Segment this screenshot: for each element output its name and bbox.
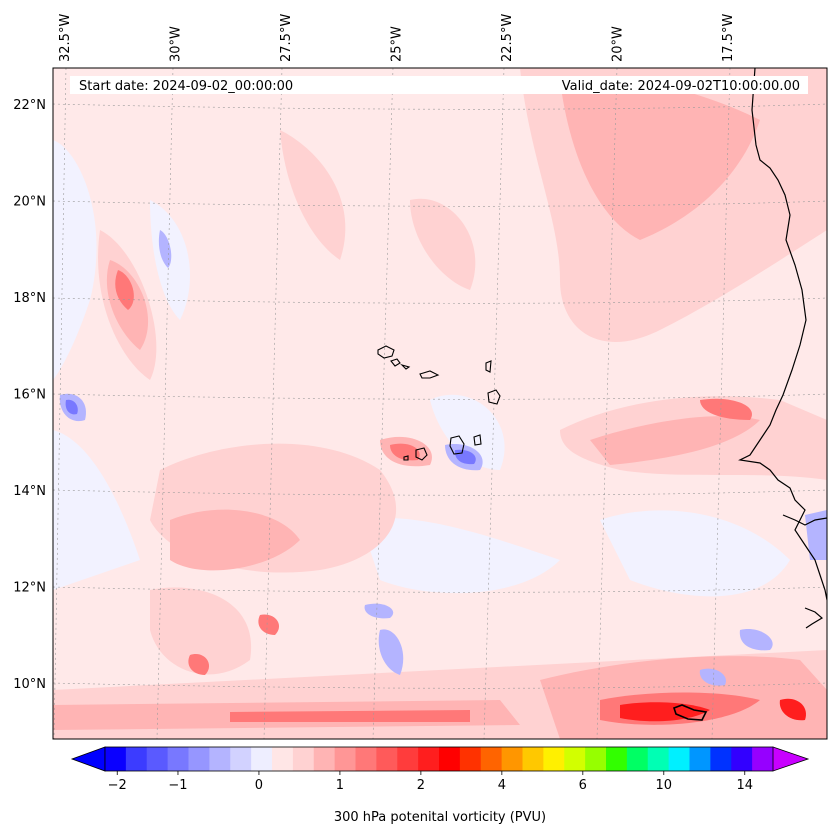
colorbar-swatch xyxy=(501,747,523,771)
colorbar-swatch xyxy=(522,747,544,771)
colorbar-swatch xyxy=(418,747,440,771)
colorbar-swatch xyxy=(397,747,419,771)
colorbar-swatch xyxy=(564,747,586,771)
colorbar-swatch xyxy=(731,747,753,771)
lon-tick-label: 20°W xyxy=(611,26,626,62)
lat-tick-label: 14°N xyxy=(13,484,46,499)
valid-date-label: Valid_date: 2024-09-02T10:00:00.00 xyxy=(562,79,800,94)
pv-contour-black xyxy=(672,704,708,721)
lat-tick-label: 22°N xyxy=(13,98,46,113)
lat-tick-label: 18°N xyxy=(13,291,46,306)
colorbar-swatch xyxy=(334,747,356,771)
latitude-tick-labels: 22°N 20°N 18°N 16°N 14°N 12°N 10°N xyxy=(13,98,46,692)
lon-tick-label: 27.5°W xyxy=(279,14,294,62)
colorbar-title: 300 hPa potenital vorticity (PVU) xyxy=(334,810,546,825)
longitude-tick-labels: 32.5°W 30°W 27.5°W 25°W 22.5°W 20°W 17.5°W xyxy=(58,14,736,62)
lon-tick-label: 17.5°W xyxy=(721,14,736,62)
colorbar-under-arrow xyxy=(70,746,106,772)
colorbar-swatch xyxy=(355,747,377,771)
lat-tick-label: 16°N xyxy=(13,388,46,403)
colorbar-swatch xyxy=(439,747,461,771)
lon-tick-label: 32.5°W xyxy=(58,14,73,62)
lat-tick-label: 12°N xyxy=(13,581,46,596)
colorbar-swatch xyxy=(105,747,127,771)
colorbar-swatch xyxy=(146,747,169,771)
cape-verde-islands xyxy=(377,345,501,461)
colorbar-swatch xyxy=(125,747,148,771)
colorbar-swatch xyxy=(752,747,774,771)
colorbar-swatch xyxy=(543,747,565,771)
colorbar-swatch xyxy=(272,747,294,771)
coastline xyxy=(738,68,827,629)
colorbar-swatch xyxy=(647,747,670,771)
colorbar-swatch xyxy=(188,747,210,771)
colorbar-tick-label: 10 xyxy=(656,778,673,793)
colorbar-swatch xyxy=(668,747,690,771)
lat-tick-label: 10°N xyxy=(13,677,46,692)
colorbar-swatch xyxy=(230,747,252,771)
colorbar-tick-label: 4 xyxy=(498,778,506,793)
colorbar: −2 −1 0 1 2 4 6 10 14 xyxy=(70,746,810,793)
colorbar-tick-label: 0 xyxy=(255,778,263,793)
colorbar-tick-label: 2 xyxy=(417,778,425,793)
colorbar-swatch xyxy=(626,747,649,771)
header-box xyxy=(70,76,808,94)
colorbar-swatch xyxy=(209,747,231,771)
lon-tick-label: 22.5°W xyxy=(500,14,515,62)
colorbar-swatch xyxy=(376,747,398,771)
lon-tick-label: 25°W xyxy=(390,26,405,62)
map-frame xyxy=(52,67,828,740)
colorbar-tick-label: 14 xyxy=(736,778,753,793)
colorbar-over-arrow xyxy=(772,746,810,772)
colorbar-tick-label: −1 xyxy=(168,778,187,793)
colorbar-swatch xyxy=(251,747,273,771)
lat-tick-label: 20°N xyxy=(13,195,46,210)
colorbar-swatch xyxy=(480,747,503,771)
colorbar-swatch xyxy=(710,747,732,771)
colorbar-frame xyxy=(104,746,774,772)
colorbar-tick-label: −2 xyxy=(108,778,127,793)
lon-tick-label: 30°W xyxy=(169,26,184,62)
start-date-label: Start date: 2024-09-02_00:00:00 xyxy=(79,79,293,94)
colorbar-swatch xyxy=(689,747,711,771)
map-panel xyxy=(53,68,827,739)
colorbar-swatch xyxy=(459,747,482,771)
colorbar-swatch xyxy=(606,747,628,771)
colorbar-swatch xyxy=(167,747,189,771)
colorbar-tick-label: 1 xyxy=(336,778,344,793)
colorbar-tick-label: 6 xyxy=(579,778,587,793)
colorbar-swatch xyxy=(585,747,607,771)
colorbar-swatch xyxy=(313,747,336,771)
colorbar-swatch xyxy=(292,747,315,771)
